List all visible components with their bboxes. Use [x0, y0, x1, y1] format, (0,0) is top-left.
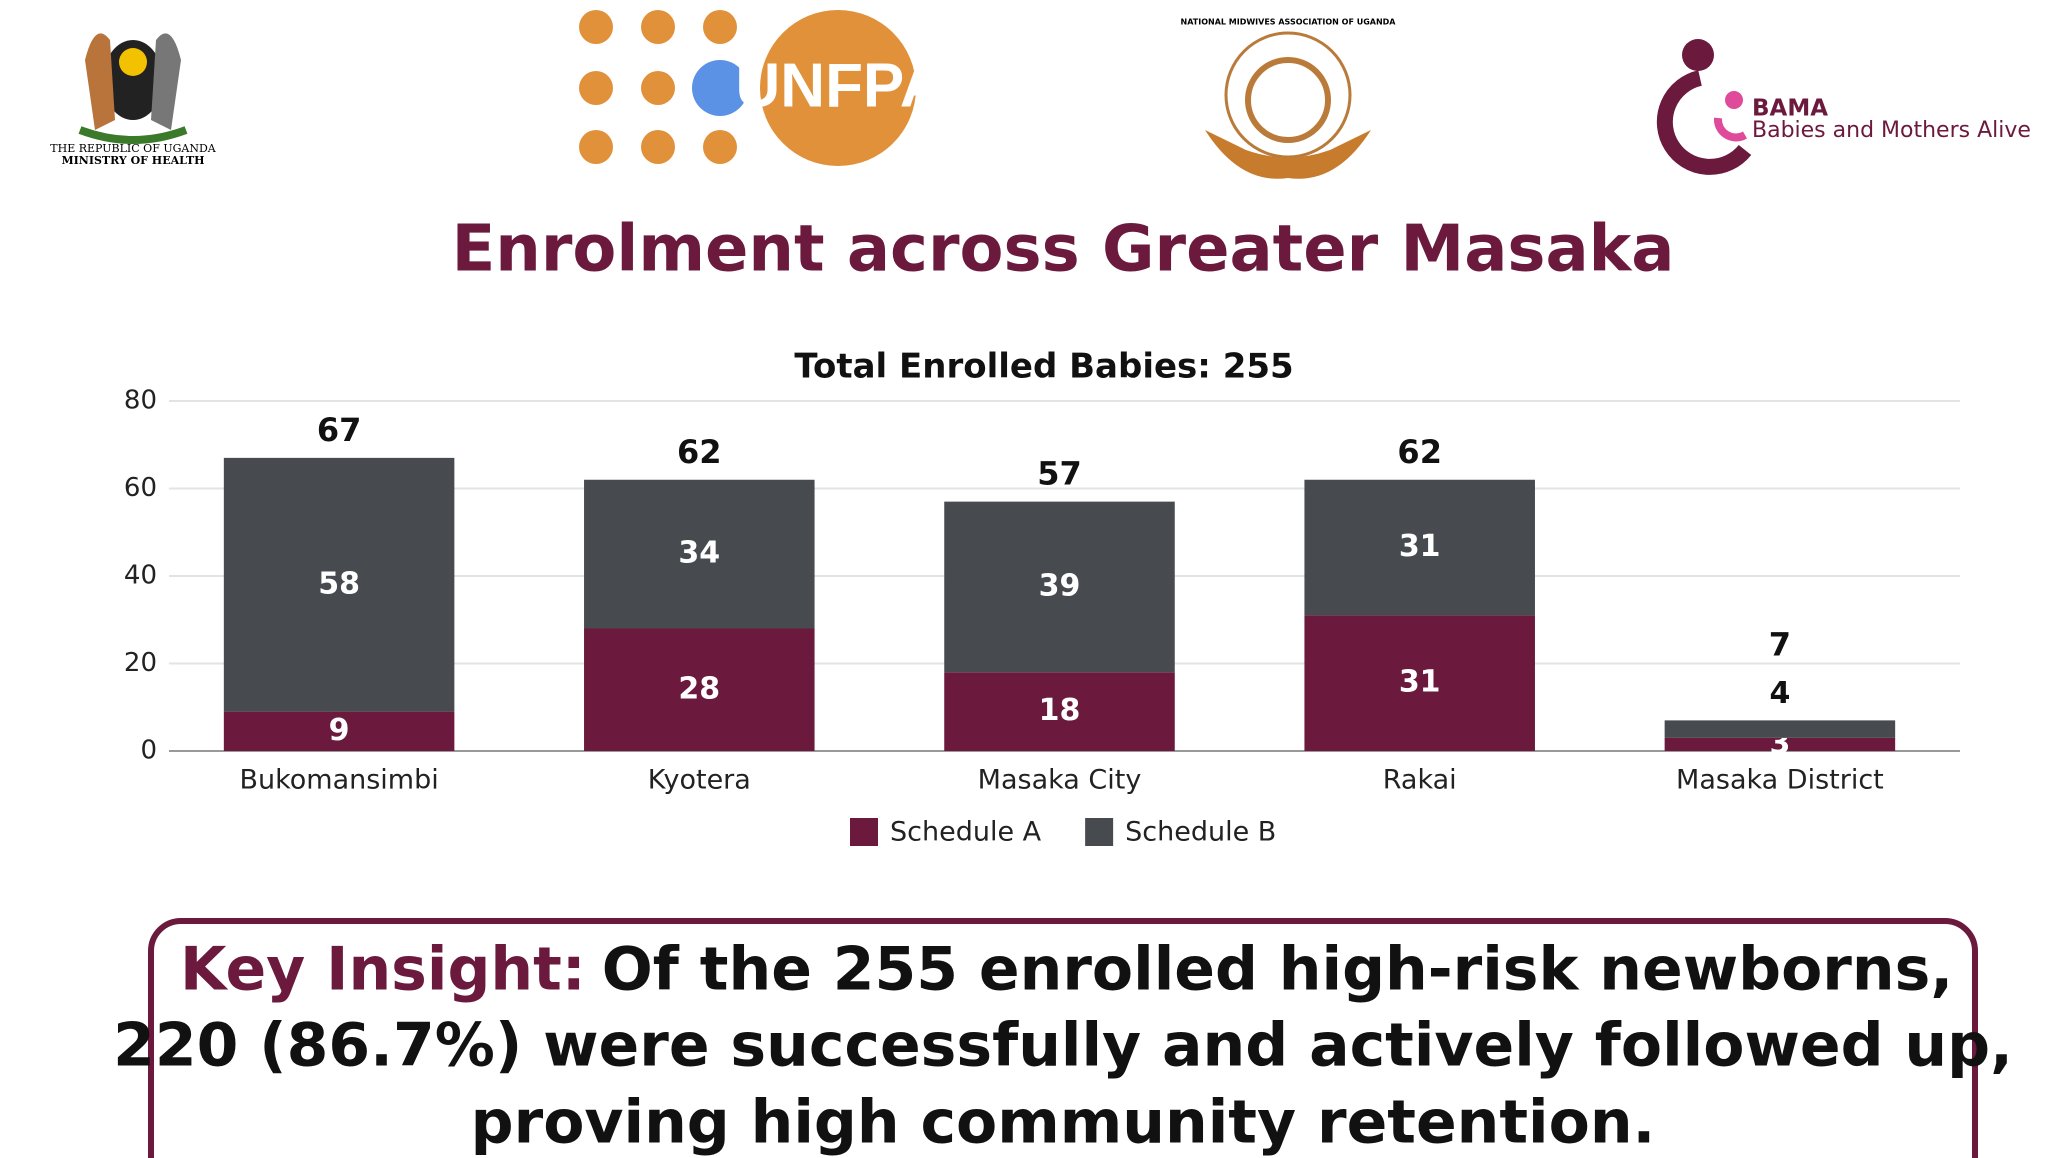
- segment-label: 39: [1039, 568, 1081, 603]
- total-label: 62: [677, 433, 722, 471]
- bar-segment: [1664, 720, 1896, 738]
- chart-title: Total Enrolled Babies: 255: [794, 347, 1293, 387]
- bar-segment: [223, 457, 455, 712]
- x-tick-label: Bukomansimbi: [239, 765, 438, 796]
- y-tick-label: 0: [140, 736, 157, 766]
- bar-segment: [584, 628, 815, 751]
- y-tick-label: 80: [124, 386, 157, 416]
- segment-label: 58: [318, 566, 360, 601]
- total-label: 7: [1769, 625, 1791, 663]
- segment-label: 18: [1039, 693, 1081, 728]
- segment-label: 31: [1399, 665, 1441, 700]
- insight-text: proving high community retention.: [471, 1088, 1656, 1158]
- x-tick-label: Masaka District: [1676, 765, 1884, 796]
- chart: 0 20 40 60 80 Bukomansimbi 9 58 67 Kyotera 28 34 62 M…: [124, 386, 1960, 848]
- insight-text: 220 (86.7%) were successfully and active…: [113, 1011, 2013, 1081]
- insight-box: [148, 918, 1978, 1158]
- unfpa-text: UNFPA: [736, 51, 945, 120]
- y-tick-label: 20: [124, 648, 157, 678]
- segment-label: 9: [329, 713, 350, 748]
- segment-label: 31: [1399, 529, 1441, 564]
- bama-name: BAMA: [1752, 96, 1828, 122]
- legend-label: Schedule A: [890, 817, 1042, 848]
- legend-swatch: [850, 818, 878, 846]
- y-tick-label: 40: [124, 561, 157, 591]
- bar-segment: [1304, 615, 1535, 751]
- x-tick-label: Masaka City: [978, 765, 1142, 796]
- segment-label: 28: [678, 671, 720, 706]
- bar-segment: [584, 479, 815, 629]
- x-tick-label: Rakai: [1383, 765, 1457, 796]
- total-label: 67: [317, 411, 362, 449]
- total-label: 57: [1037, 455, 1082, 493]
- bar-segment: [1304, 479, 1535, 616]
- legend-label: Schedule B: [1125, 817, 1276, 848]
- legend-swatch: [1085, 818, 1114, 846]
- bama-tagline: Babies and Mothers Alive: [1752, 118, 2031, 143]
- uganda-logo: THE REPUBLIC OF UGANDA MINISTRY OF HEALT…: [50, 33, 217, 167]
- slide-title: Enrolment across Greater Masaka: [452, 213, 1675, 287]
- segment-label: 34: [678, 536, 720, 571]
- uganda-text: MINISTRY OF HEALTH: [61, 154, 204, 167]
- total-label: 62: [1397, 433, 1442, 471]
- midwives-logo: NATIONAL MIDWIVES ASSOCIATION OF UGANDA: [1181, 18, 1397, 179]
- x-tick-label: Kyotera: [648, 765, 751, 796]
- midwives-text: NATIONAL MIDWIVES ASSOCIATION OF UGANDA: [1181, 18, 1397, 27]
- bar-segment: [944, 501, 1175, 673]
- bar-segment: [223, 711, 455, 751]
- segment-label: 4: [1769, 676, 1790, 711]
- insight-label: Key Insight:: [180, 935, 586, 1005]
- bama-logo: BAMA Babies and Mothers Alive: [1656, 39, 2031, 175]
- y-tick-label: 60: [124, 473, 157, 503]
- uganda-text: THE REPUBLIC OF UGANDA: [50, 142, 216, 155]
- bar-segment: [1664, 737, 1896, 751]
- unfpa-logo: UNFPA: [579, 10, 944, 166]
- insight-text: Of the 255 enrolled high-risk newborns,: [602, 935, 1953, 1005]
- bar-segment: [944, 672, 1175, 751]
